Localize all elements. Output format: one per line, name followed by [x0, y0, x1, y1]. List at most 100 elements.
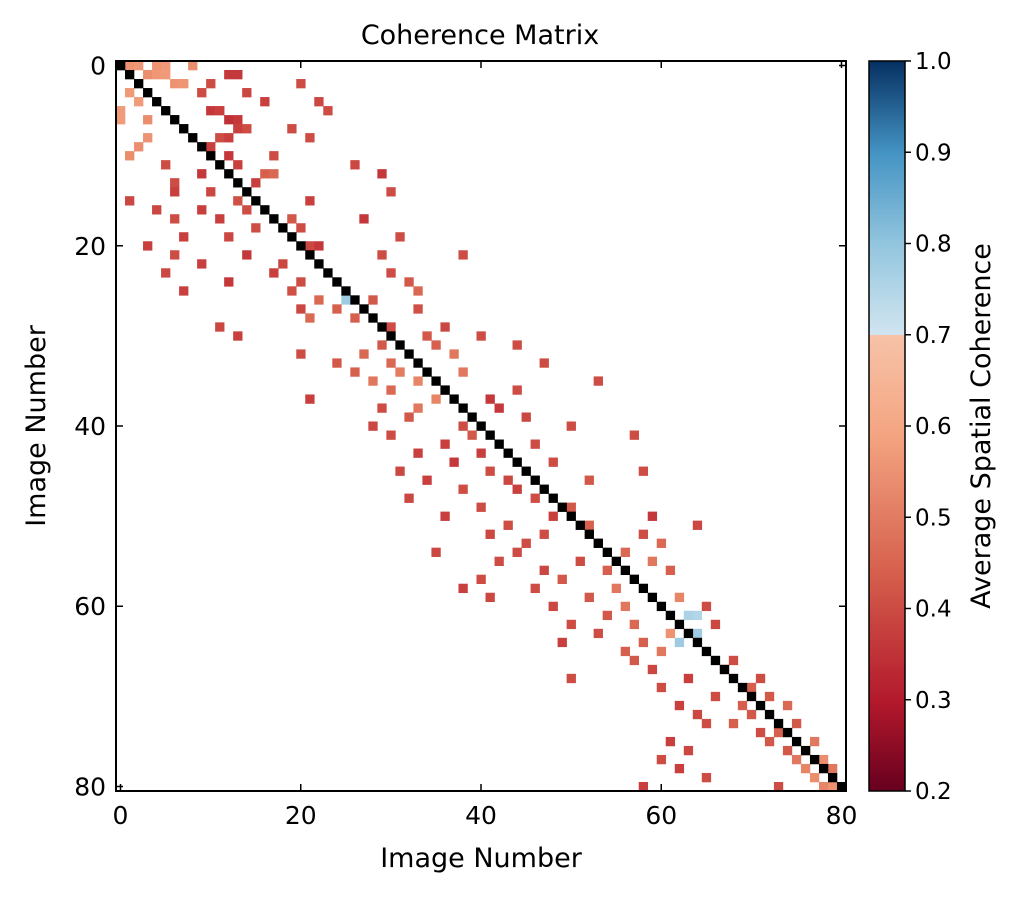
heatmap-diagonal-cell — [233, 178, 243, 188]
heatmap-cell — [296, 79, 306, 89]
heatmap-cell — [233, 115, 243, 125]
heatmap-cell — [305, 313, 315, 323]
heatmap-cell — [413, 448, 423, 458]
heatmap-diagonal-cell — [422, 367, 432, 377]
colorbar-tick-label: 0.5 — [915, 505, 952, 531]
heatmap-diagonal-cell — [188, 133, 198, 143]
heatmap-cell — [431, 394, 441, 404]
heatmap-diagonal-cell — [791, 736, 802, 747]
heatmap-cell — [665, 565, 676, 575]
heatmap-cell — [548, 511, 558, 521]
heatmap-diagonal-cell — [395, 340, 405, 350]
heatmap-cell — [485, 466, 495, 476]
heatmap-diagonal-cell — [368, 313, 378, 323]
heatmap-cell — [287, 124, 297, 134]
heatmap-cell — [170, 187, 180, 197]
heatmap-diagonal-cell — [620, 565, 630, 575]
heatmap-diagonal-cell — [638, 583, 649, 594]
heatmap-cell — [242, 88, 252, 98]
y-tick-label: 20 — [74, 232, 106, 261]
heatmap-cell — [629, 430, 640, 440]
heatmap-diagonal-cell — [827, 772, 838, 783]
colorbar — [868, 60, 906, 792]
heatmap-cell — [161, 268, 171, 278]
colorbar-tick-label: 0.8 — [915, 232, 952, 258]
heatmap-cell — [170, 79, 180, 89]
heatmap-diagonal-cell — [449, 394, 459, 404]
heatmap-diagonal-cell — [377, 322, 387, 332]
heatmap-cell — [197, 169, 207, 179]
heatmap-diagonal-cell — [773, 718, 784, 729]
heatmap-cell — [161, 61, 171, 71]
heatmap-cell — [755, 727, 766, 738]
heatmap-cell — [377, 169, 387, 179]
heatmap-diagonal-cell — [332, 277, 342, 287]
heatmap-cell — [368, 376, 378, 386]
heatmap-diagonal-cell — [584, 529, 594, 539]
heatmap-cell — [368, 295, 378, 305]
heatmap-diagonal-cell — [503, 448, 513, 458]
heatmap-diagonal-cell — [413, 358, 423, 368]
heatmap-cell — [233, 70, 243, 80]
heatmap-cell — [377, 340, 387, 350]
heatmap-cell — [134, 142, 144, 152]
heatmap-cell — [359, 214, 369, 224]
heatmap-cell — [458, 250, 468, 260]
heatmap-cell — [170, 250, 180, 260]
heatmap-cell — [314, 295, 324, 305]
heatmap-diagonal-cell — [683, 628, 694, 639]
heatmap-diagonal-cell — [179, 124, 189, 134]
heatmap-cell — [521, 412, 531, 422]
colorbar-tick-label: 0.6 — [915, 414, 952, 440]
heatmap-cell — [305, 196, 315, 206]
heatmap-cell — [440, 322, 450, 332]
heatmap-diagonal-cell — [710, 655, 721, 666]
heatmap-cell — [638, 781, 649, 792]
heatmap-cell — [746, 709, 757, 720]
heatmap-cell — [620, 547, 630, 557]
heatmap-diagonal-cell — [611, 556, 621, 566]
x-axis-label: Image Number — [380, 843, 583, 874]
heatmap-cell — [566, 502, 576, 512]
heatmap-cell — [710, 691, 721, 702]
heatmap-cell — [818, 754, 829, 765]
heatmap-diagonal-cell — [494, 439, 504, 449]
heatmap-cell — [134, 97, 144, 107]
heatmap-cell — [413, 304, 423, 314]
heatmap-cell — [125, 61, 135, 71]
heatmap-cell — [539, 358, 549, 368]
heatmap-diagonal-cell — [575, 520, 585, 530]
heatmap-cell — [422, 331, 432, 341]
heatmap-cell — [359, 349, 369, 359]
heatmap-cell — [746, 682, 757, 693]
heatmap-cell — [386, 430, 396, 440]
x-tick-label: 60 — [645, 801, 677, 830]
y-tick-label: 40 — [74, 412, 106, 441]
heatmap-cell — [548, 601, 558, 612]
heatmap-cell — [575, 556, 585, 566]
heatmap-cell — [566, 421, 576, 431]
heatmap-cell — [233, 124, 243, 134]
heatmap-cell — [530, 439, 540, 449]
heatmap-cell — [629, 655, 640, 666]
heatmap-cell — [341, 295, 351, 305]
heatmap-cell — [692, 628, 703, 639]
heatmap-diagonal-cell — [341, 286, 351, 296]
heatmap-cell — [485, 394, 495, 404]
heatmap-cell — [692, 520, 703, 530]
heatmap-cell — [233, 331, 243, 341]
heatmap-diagonal-cell — [314, 259, 324, 269]
heatmap-cell — [278, 259, 288, 269]
heatmap-cell — [692, 610, 703, 621]
heatmap-cell — [674, 700, 685, 711]
heatmap-cell — [593, 628, 603, 639]
heatmap-cell — [800, 763, 811, 774]
heatmap-cell — [431, 340, 441, 350]
heatmap-cell — [755, 673, 766, 684]
heatmap-cell — [809, 736, 820, 747]
heatmap-cell — [152, 61, 162, 71]
heatmap-cell — [548, 457, 558, 467]
heatmap-cell — [197, 88, 207, 98]
heatmap-cell — [116, 115, 126, 125]
